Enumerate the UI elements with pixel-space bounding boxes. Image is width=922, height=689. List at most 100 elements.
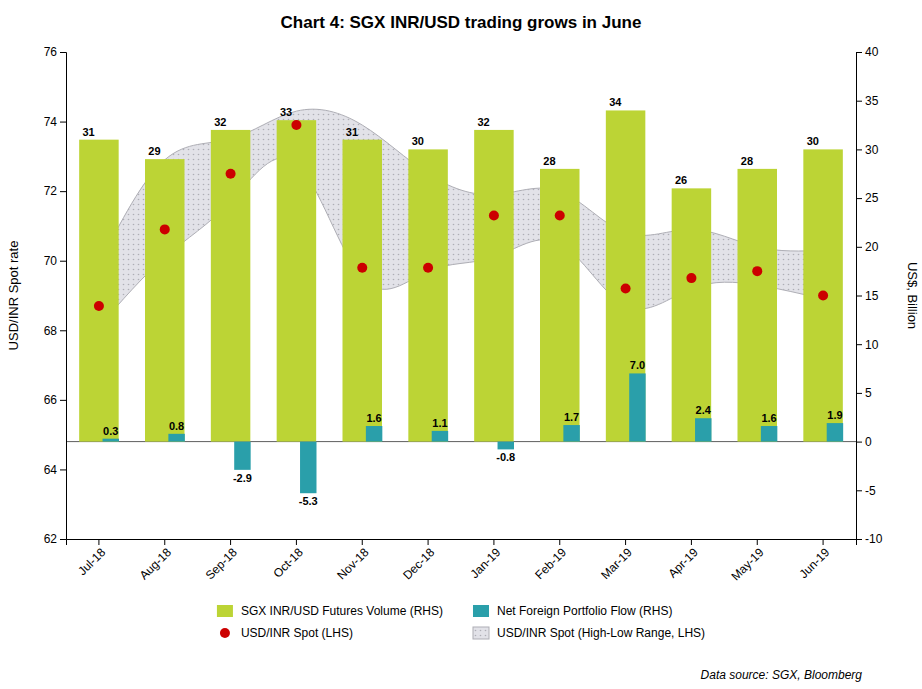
bar (234, 442, 250, 470)
data-label: 32 (214, 116, 226, 128)
bar (629, 373, 645, 441)
tick-mark (856, 149, 862, 150)
tick-mark (428, 539, 429, 545)
tick-mark (98, 539, 99, 545)
chart: Chart 4: SGX INR/USD trading grows in Ju… (0, 0, 922, 689)
bar (498, 442, 514, 450)
legend: SGX INR/USD Futures Volume (RHS) Net Fore… (217, 604, 705, 640)
point (555, 210, 565, 220)
tick-mark (60, 52, 66, 53)
y2-tick: 30 (856, 143, 879, 157)
tick-mark (60, 469, 66, 470)
bar (540, 169, 580, 442)
tick-mark (230, 539, 231, 545)
y2-tick: 15 (856, 289, 879, 303)
y-tick: 76 (44, 45, 66, 59)
y2-tick: -5 (856, 484, 876, 498)
tick-mark (691, 539, 692, 545)
x-tick: Apr-19 (665, 539, 701, 581)
point (357, 263, 367, 273)
tick-mark (60, 191, 66, 192)
bar (277, 120, 317, 441)
tick-mark (625, 539, 626, 545)
tick-label: Jul-18 (75, 545, 108, 578)
y2-tick: 25 (856, 191, 879, 205)
x-tick: Mar-19 (598, 539, 635, 582)
bar (343, 140, 383, 442)
tick-mark (362, 539, 363, 545)
tick-mark (856, 247, 862, 248)
bar (738, 169, 778, 442)
data-label: 0.8 (169, 420, 184, 432)
data-label: 34 (609, 96, 622, 108)
tick-label: 20 (865, 240, 879, 254)
tick-label: 76 (44, 45, 58, 59)
tick-label: Jan-19 (467, 545, 503, 581)
point (291, 120, 301, 130)
point (226, 169, 236, 179)
tick-mark (164, 539, 165, 545)
tick-mark (60, 122, 66, 123)
tick-mark (60, 400, 66, 401)
data-label: 1.6 (366, 412, 381, 424)
tick-label: 35 (865, 94, 879, 108)
tick-label: Oct-18 (270, 545, 306, 581)
y-tick: 66 (44, 393, 66, 407)
tick-label: 30 (865, 143, 879, 157)
bar (606, 110, 646, 441)
tick-label: Aug-18 (137, 545, 174, 582)
point (489, 210, 499, 220)
data-label: 30 (412, 135, 424, 147)
bar (432, 431, 448, 442)
tick-label: 72 (44, 184, 58, 198)
tick-label: May-19 (728, 545, 766, 583)
tick-label: 15 (865, 289, 879, 303)
tick-mark (823, 539, 824, 545)
x-tick: Feb-19 (532, 539, 569, 582)
x-axis: Jul-18Aug-18Sep-18Oct-18Nov-18Dec-18Jan-… (67, 539, 857, 583)
x-tick: Sep-18 (203, 539, 240, 582)
y2-tick: 40 (856, 45, 879, 59)
bar (300, 442, 316, 494)
tick-label: Feb-19 (532, 545, 569, 582)
tick-label: Jun-19 (797, 545, 833, 581)
axis-line (60, 53, 67, 540)
tick-mark (493, 539, 494, 545)
x-tick: Jan-19 (467, 539, 503, 581)
legend-item: Net Foreign Portfolio Flow (RHS) (473, 604, 672, 618)
y2-tick: 0 (856, 435, 872, 449)
tick-mark (856, 101, 862, 102)
tick-mark (60, 261, 66, 262)
y-tick: 64 (44, 463, 66, 477)
data-label: 32 (477, 116, 489, 128)
tick-label: Dec-18 (400, 545, 437, 582)
y-tick: 62 (44, 532, 66, 546)
point (686, 273, 696, 283)
tick-label: 62 (44, 532, 58, 546)
bar (211, 130, 251, 442)
legend-item: SGX INR/USD Futures Volume (RHS) (217, 604, 443, 618)
tick-label: 66 (44, 393, 58, 407)
legend-label: Net Foreign Portfolio Flow (RHS) (497, 604, 672, 618)
tick-label: 74 (44, 115, 58, 129)
data-label: 0.3 (103, 425, 118, 437)
tick-mark (856, 296, 862, 297)
bar (408, 149, 448, 441)
legend-swatch (220, 628, 230, 638)
bar (803, 149, 843, 441)
tick-label: Apr-19 (665, 545, 701, 581)
tick-mark (856, 52, 862, 53)
tick-label: 10 (865, 338, 879, 352)
y2-axis: -10-50510152025303540 (856, 45, 883, 546)
data-label: -0.8 (496, 451, 515, 463)
data-label: 26 (675, 174, 687, 186)
y2-axis-title: US$, Billion (905, 262, 920, 329)
tick-label: -5 (865, 484, 876, 498)
range-low-line (99, 158, 823, 327)
point (621, 284, 631, 294)
tick-mark (559, 539, 560, 545)
bar (168, 434, 184, 442)
x-tick: Dec-18 (400, 539, 437, 582)
data-label: 30 (807, 135, 819, 147)
data-label: 1.1 (432, 417, 447, 429)
